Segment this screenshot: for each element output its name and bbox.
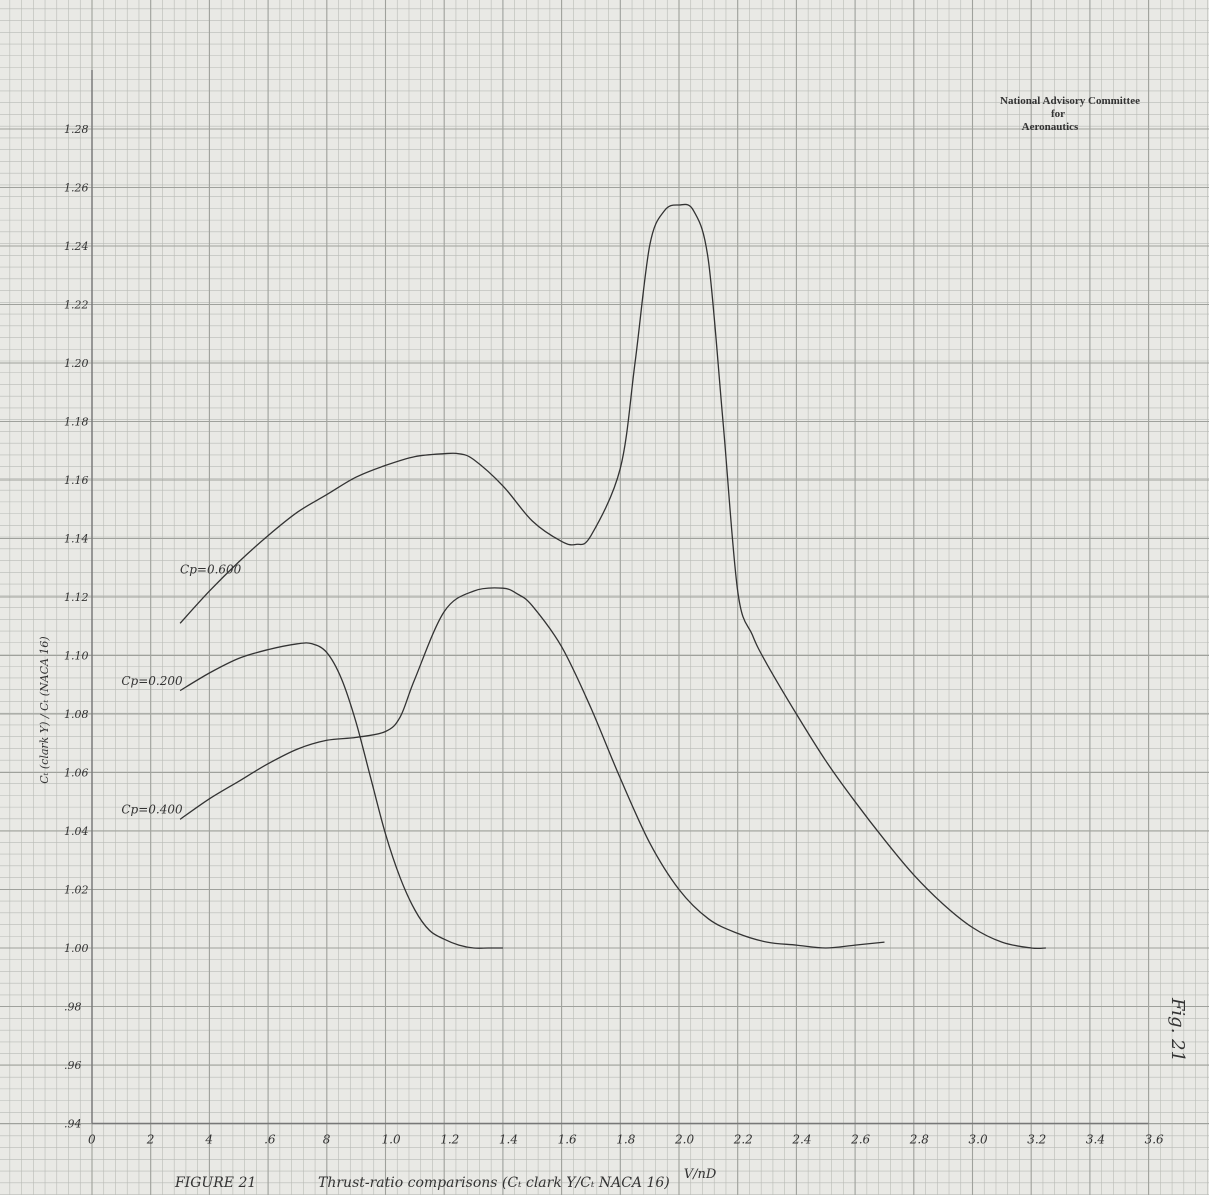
y-tick-label: 1.02 bbox=[64, 884, 89, 897]
x-tick-label: 3.0 bbox=[969, 1133, 988, 1147]
x-tick-label: 1.0 bbox=[382, 1133, 401, 1147]
y-tick-label: 1.12 bbox=[64, 591, 89, 604]
x-tick-label: 3.2 bbox=[1027, 1133, 1046, 1147]
series-line-2 bbox=[179, 642, 503, 949]
y-tick-label: 1.06 bbox=[64, 767, 89, 780]
x-tick-label: 4 bbox=[204, 1133, 213, 1147]
x-tick-labels: 0 2 4 .6 8 1.0 1.2 1.4 1.6 1.8 2.0 2.2 2.4 2.6 2.8 3.0 3… bbox=[88, 1133, 1164, 1147]
y-tick-label: 1.22 bbox=[64, 299, 89, 312]
x-tick-label: 3.6 bbox=[1145, 1133, 1164, 1147]
y-tick-label: 1.00 bbox=[64, 942, 89, 955]
x-tick-label: 2 bbox=[146, 1133, 155, 1147]
series-label-1: Cp=0.600 bbox=[180, 563, 242, 577]
y-tick-label: 1.24 bbox=[64, 240, 89, 253]
x-tick-label: 1.2 bbox=[440, 1133, 459, 1147]
y-tick-label: 1.10 bbox=[64, 650, 89, 663]
stamp-line-2: for bbox=[1051, 108, 1065, 120]
nac-stamp: National Advisory Committee for Aeronaut… bbox=[1000, 95, 1140, 133]
x-axis-label: V/nD bbox=[684, 1167, 717, 1182]
x-tick-label: .6 bbox=[264, 1133, 276, 1147]
y-tick-label: .96 bbox=[64, 1059, 82, 1072]
series-labels: Cp=0.600 Cp=0.200 Cp=0.400 bbox=[121, 563, 241, 817]
x-tick-label: 3.4 bbox=[1086, 1133, 1105, 1147]
x-tick-label: 2.0 bbox=[674, 1133, 694, 1147]
figure-caption: FIGURE 21 bbox=[174, 1175, 256, 1191]
y-tick-label: 1.14 bbox=[64, 533, 89, 546]
stamp-line-1: National Advisory Committee bbox=[1000, 95, 1140, 107]
y-axis-label: Cₜ (clark Y) / Cₜ (NACA 16) bbox=[38, 636, 51, 783]
x-tick-label: 2.4 bbox=[791, 1133, 811, 1147]
series-lines bbox=[179, 203, 1046, 950]
y-tick-label: .94 bbox=[64, 1118, 82, 1131]
y-tick-label: 1.26 bbox=[64, 182, 89, 195]
stamp-line-3: Aeronautics bbox=[1022, 121, 1079, 133]
figure-title: Thrust-ratio comparisons (Cₜ clark Y/Cₜ … bbox=[318, 1175, 670, 1191]
y-tick-label: .98 bbox=[64, 1001, 82, 1014]
x-tick-label: 2.8 bbox=[909, 1133, 929, 1147]
x-tick-label: 8 bbox=[323, 1133, 331, 1147]
side-figure-label: Fig. 21 bbox=[1167, 997, 1188, 1062]
series-line-3 bbox=[179, 587, 885, 949]
x-tick-label: 1.6 bbox=[558, 1133, 577, 1147]
series-label-2: Cp=0.200 bbox=[121, 674, 183, 688]
x-tick-label: 1.4 bbox=[499, 1133, 518, 1147]
series-line-1 bbox=[179, 203, 1046, 950]
x-tick-label: 2.6 bbox=[850, 1133, 870, 1147]
y-tick-label: 1.04 bbox=[64, 825, 89, 838]
x-tick-label: 1.8 bbox=[616, 1133, 635, 1147]
y-tick-label: 1.08 bbox=[64, 708, 89, 721]
y-tick-label: 1.16 bbox=[64, 474, 89, 487]
x-tick-label: 2.2 bbox=[733, 1133, 753, 1147]
series-label-3: Cp=0.400 bbox=[121, 802, 183, 816]
y-tick-label: 1.28 bbox=[64, 123, 89, 136]
x-tick-label: 0 bbox=[88, 1133, 96, 1147]
y-tick-label: 1.18 bbox=[64, 416, 89, 429]
axis-lines bbox=[91, 70, 1149, 1125]
y-tick-label: 1.20 bbox=[64, 357, 89, 370]
y-tick-labels: .94 .96 .98 1.00 1.02 1.04 1.06 1.08 1.10 1.12 1.1… bbox=[64, 123, 89, 1131]
